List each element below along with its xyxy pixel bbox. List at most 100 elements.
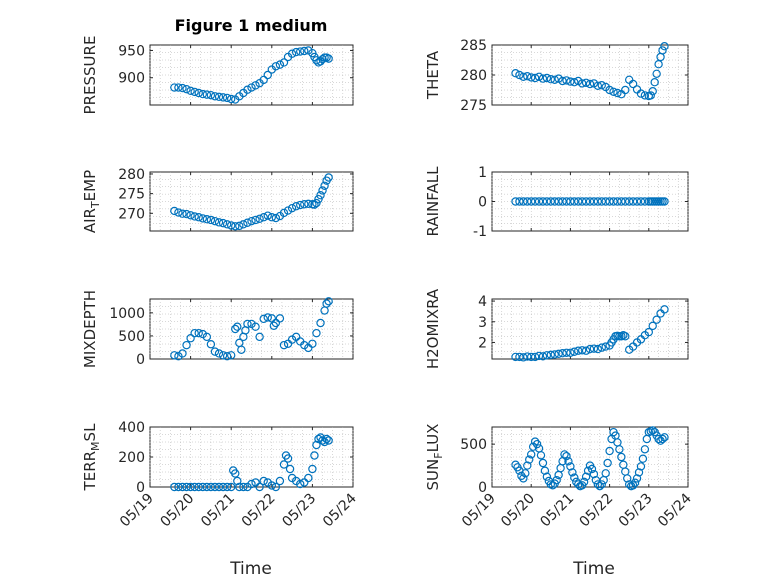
data-point — [194, 482, 203, 492]
data-point — [308, 339, 317, 348]
data-point — [532, 439, 542, 449]
subplot-7: 05/19 05/20 05/21 05/22 05/23 05/24 0 200 400 TER… — [81, 420, 360, 530]
data-point — [182, 84, 191, 94]
x-axis-label-left: Time — [229, 559, 272, 579]
subplot-5: 0 500 1000 MIXDEPTH — [81, 290, 354, 368]
y-axis-label: RAINFALL — [424, 166, 442, 237]
data-point — [660, 305, 669, 314]
data-point — [562, 76, 571, 85]
data-point — [233, 322, 242, 331]
data-point — [554, 349, 563, 359]
data-point — [324, 297, 333, 306]
data-point — [636, 462, 646, 471]
data-point — [570, 197, 579, 206]
data-point — [625, 197, 634, 206]
data-point — [562, 348, 571, 357]
y-tick-label: 285 — [460, 38, 487, 54]
y-axis-label: AIRTEMP — [81, 170, 102, 233]
data-point — [190, 482, 199, 492]
data-point — [174, 208, 183, 217]
data-point — [214, 218, 224, 227]
data-point — [178, 83, 187, 93]
data-point — [540, 466, 550, 475]
data-point — [296, 47, 305, 56]
data-point — [595, 481, 605, 491]
data-point — [634, 468, 644, 477]
data-point — [574, 346, 583, 355]
x-tick-label: 05/20 — [498, 491, 538, 531]
data-point — [538, 458, 548, 468]
data-point — [560, 450, 569, 459]
data-point — [243, 319, 252, 329]
data-point — [648, 426, 657, 435]
data-point — [525, 455, 534, 464]
data-point — [609, 197, 618, 206]
data-point — [310, 451, 319, 460]
data-point — [259, 314, 268, 324]
data-point — [324, 54, 333, 63]
data-point — [324, 436, 333, 445]
data-point — [521, 469, 530, 478]
data-point — [235, 221, 244, 231]
data-point — [312, 440, 321, 450]
y-tick-label: 0 — [478, 195, 487, 211]
data-point — [239, 482, 248, 492]
y-tick-label: 280 — [460, 68, 487, 84]
data-point — [198, 214, 207, 223]
data-point — [231, 324, 240, 334]
data-point — [182, 482, 191, 492]
y-axis-label: MIXDEPTH — [81, 290, 99, 368]
data-point — [218, 482, 228, 492]
data-point — [210, 347, 220, 356]
data-point — [538, 74, 548, 83]
data-point — [291, 47, 301, 57]
data-point — [324, 173, 333, 182]
data-point — [579, 477, 589, 487]
data-point — [650, 77, 659, 87]
data-point — [279, 208, 289, 218]
data-point — [585, 197, 595, 206]
data-point — [558, 197, 567, 206]
data-point — [314, 194, 323, 204]
data-point — [263, 70, 272, 80]
data-point — [186, 334, 195, 343]
data-point — [300, 46, 309, 56]
data-point — [255, 214, 264, 224]
data-point — [190, 212, 199, 221]
y-tick-label: 275 — [118, 187, 145, 203]
data-point — [581, 197, 591, 206]
data-point — [577, 79, 587, 88]
data-point — [222, 93, 232, 103]
data-point — [174, 482, 183, 492]
figure-title: Figure 1 medium — [175, 16, 328, 35]
y-tick-label: 400 — [118, 420, 145, 436]
data-point — [198, 89, 207, 99]
data-point — [628, 197, 638, 206]
data-point — [581, 472, 591, 481]
data-point — [239, 220, 248, 229]
data-point — [601, 197, 610, 206]
data-point — [202, 214, 212, 224]
data-point — [251, 215, 260, 225]
y-tick-label: 500 — [118, 329, 145, 345]
data-point — [523, 197, 532, 206]
data-point — [589, 344, 599, 353]
data-point — [312, 328, 321, 338]
data-point — [279, 58, 289, 67]
data-point — [566, 197, 575, 206]
data-point — [259, 75, 268, 85]
data-point — [640, 91, 650, 100]
y-tick-label: 4 — [478, 294, 487, 310]
y-axis-label: TERRMSL — [81, 423, 102, 492]
data-point — [527, 73, 536, 82]
y-tick-label: 275 — [460, 98, 487, 114]
data-point — [194, 88, 203, 98]
data-point — [597, 343, 606, 352]
data-point — [621, 332, 630, 341]
data-point — [597, 80, 606, 90]
data-point — [271, 213, 281, 223]
x-tick-label: 05/24 — [655, 490, 695, 530]
data-point — [550, 350, 559, 359]
data-point — [550, 75, 559, 85]
data-point — [574, 197, 583, 206]
